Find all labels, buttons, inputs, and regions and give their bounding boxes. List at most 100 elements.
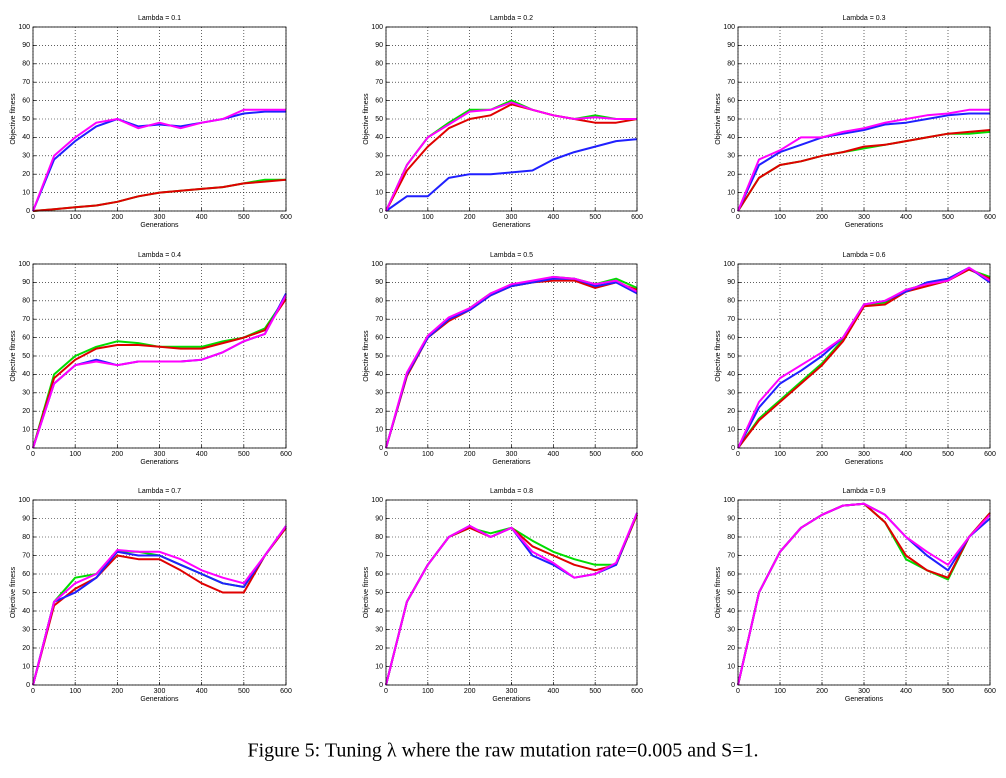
series-line: [385, 138, 638, 212]
y-tick-label: 40: [727, 371, 735, 378]
y-tick-label: 70: [375, 316, 383, 323]
x-tick-label: 0: [384, 451, 388, 458]
y-tick-label: 60: [727, 571, 735, 578]
x-tick-label: 400: [900, 688, 912, 695]
subplot-title: Lambda = 0.8: [490, 488, 533, 495]
x-axis-label: Generations: [492, 222, 531, 229]
y-tick-label: 60: [727, 97, 735, 104]
x-tick-label: 500: [942, 451, 954, 458]
y-tick-label: 70: [727, 316, 735, 323]
axes-frame: [737, 263, 991, 449]
y-tick-label: 100: [371, 261, 383, 268]
y-tick-label: 60: [375, 334, 383, 341]
x-tick-label: 600: [984, 451, 996, 458]
y-tick-label: 50: [727, 589, 735, 596]
subplot-title: Lambda = 0.1: [138, 15, 181, 22]
x-tick-label: 0: [384, 214, 388, 221]
y-tick-label: 30: [727, 626, 735, 633]
x-tick-label: 300: [506, 688, 518, 695]
x-tick-label: 600: [631, 451, 643, 458]
y-tick-label: 90: [22, 515, 30, 522]
subplot: 0 10 20 30 40 50 60 70 80 90 100 0 100 200 300 400 500 60…: [363, 252, 643, 466]
x-tick-label: 0: [736, 451, 740, 458]
y-tick-label: 100: [723, 497, 735, 504]
y-tick-label: 50: [375, 116, 383, 123]
x-tick-label: 500: [589, 214, 601, 221]
axes-frame: [32, 26, 287, 212]
x-tick-label: 400: [547, 214, 559, 221]
series-line: [32, 110, 286, 212]
y-tick-label: 10: [727, 189, 735, 196]
x-tick-label: 0: [31, 214, 35, 221]
series-line: [737, 112, 990, 212]
x-tick-label: 100: [69, 214, 81, 221]
x-tick-label: 200: [464, 214, 476, 221]
x-tick-label: 100: [69, 688, 81, 695]
x-axis-label: Generations: [845, 459, 884, 466]
subplot-title: Lambda = 0.2: [490, 15, 533, 22]
x-tick-label: 400: [547, 451, 559, 458]
y-tick-label: 70: [375, 552, 383, 559]
x-tick-label: 0: [384, 688, 388, 695]
y-axis-label: Objective fitness: [10, 93, 17, 145]
subplot: 0 10 20 30 40 50 60 70 80 90 100 0 100 200 300 400 500 60…: [10, 15, 292, 229]
x-tick-label: 500: [238, 688, 250, 695]
y-tick-label: 80: [727, 534, 735, 541]
series-line: [737, 108, 990, 212]
subplot: 0 10 20 30 40 50 60 70 80 90 100 0 100 200 300 400 500 60…: [10, 252, 292, 466]
x-tick-label: 500: [942, 688, 954, 695]
x-tick-label: 200: [816, 451, 828, 458]
y-tick-label: 90: [727, 279, 735, 286]
y-tick-label: 50: [22, 589, 30, 596]
y-tick-label: 30: [375, 626, 383, 633]
axes-frame: [385, 499, 638, 686]
y-axis-label: Objective fitness: [363, 566, 370, 618]
x-tick-label: 300: [154, 688, 166, 695]
y-tick-label: 90: [727, 515, 735, 522]
series-line: [32, 108, 286, 212]
y-tick-label: 40: [375, 371, 383, 378]
y-tick-label: 70: [375, 79, 383, 86]
x-tick-label: 100: [422, 214, 434, 221]
subplot: 0 10 20 30 40 50 60 70 80 90 100 0 100 200 300 400 500 60…: [715, 15, 996, 229]
y-axis-label: Objective fitness: [715, 93, 722, 145]
subplot-title: Lambda = 0.6: [842, 252, 885, 259]
x-tick-label: 200: [464, 688, 476, 695]
y-tick-label: 10: [727, 663, 735, 670]
y-tick-label: 40: [727, 608, 735, 615]
subplot-title: Lambda = 0.5: [490, 252, 533, 259]
axes-frame: [32, 499, 287, 686]
subplot-title: Lambda = 0.3: [842, 15, 885, 22]
x-tick-label: 100: [774, 688, 786, 695]
y-tick-label: 40: [22, 608, 30, 615]
y-tick-label: 100: [18, 497, 30, 504]
y-tick-label: 30: [727, 390, 735, 397]
y-axis-label: Objective fitness: [715, 566, 722, 618]
y-tick-label: 80: [22, 534, 30, 541]
y-tick-label: 40: [375, 134, 383, 141]
y-tick-label: 100: [371, 497, 383, 504]
axes-frame: [737, 26, 991, 212]
x-tick-label: 300: [154, 451, 166, 458]
y-tick-label: 0: [379, 682, 383, 689]
y-tick-label: 70: [22, 552, 30, 559]
x-tick-label: 500: [589, 451, 601, 458]
y-tick-label: 0: [26, 445, 30, 452]
y-axis-label: Objective fitness: [715, 330, 722, 382]
x-tick-label: 400: [900, 451, 912, 458]
x-tick-label: 400: [196, 451, 208, 458]
axes-frame: [385, 26, 638, 212]
series-line: [32, 178, 287, 212]
series-line: [32, 298, 287, 449]
subplot-title: Lambda = 0.9: [842, 488, 885, 495]
y-tick-label: 0: [731, 208, 735, 215]
y-tick-label: 80: [22, 298, 30, 305]
y-tick-label: 50: [22, 116, 30, 123]
series-line: [32, 527, 287, 686]
x-tick-label: 100: [422, 451, 434, 458]
y-tick-label: 0: [731, 682, 735, 689]
subplot: 0 10 20 30 40 50 60 70 80 90 100 0 100 200 300 400 500 60…: [715, 252, 996, 466]
series-line: [737, 266, 991, 449]
y-tick-label: 0: [26, 682, 30, 689]
series-line: [385, 101, 637, 212]
